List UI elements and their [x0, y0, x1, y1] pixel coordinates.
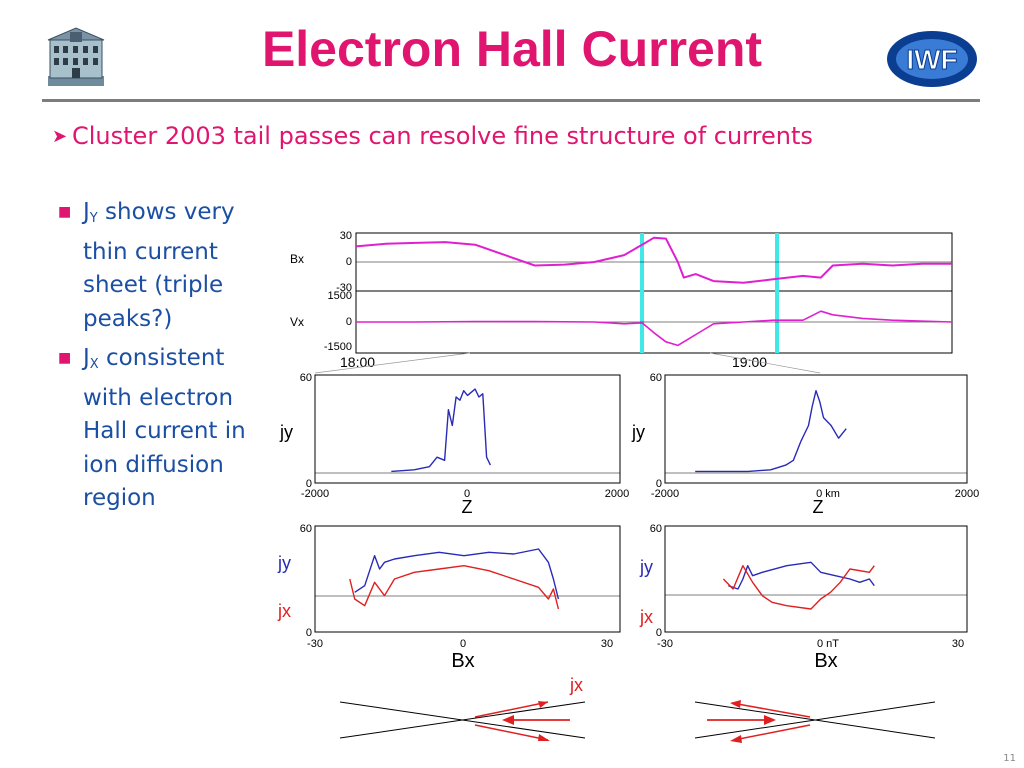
- bx-tick-label: -30: [336, 282, 352, 294]
- y-tick-label: 60: [300, 523, 312, 535]
- x-tick-label: 0: [464, 488, 470, 500]
- plot-frame: [314, 374, 621, 484]
- square-bullet-icon: ■: [58, 204, 72, 220]
- zoom-guide-line: [709, 352, 821, 374]
- time-tick-label: 19:00: [732, 354, 767, 370]
- highlight-band-2: [775, 233, 779, 353]
- y-tick-label: 60: [650, 372, 662, 384]
- x-tick-label: 0 nT: [817, 638, 839, 650]
- x-line-diagram-right: [694, 700, 936, 743]
- x-tick-label: -2000: [301, 488, 329, 500]
- vx-series-line: [356, 310, 953, 347]
- bullet-item-jx: ■ JX consistent with electron Hall curre…: [58, 342, 273, 516]
- x-axis-label: Bx: [451, 650, 474, 672]
- x-axis-label: Z: [813, 497, 824, 517]
- bullet-subscript: Y: [89, 211, 98, 226]
- jy-legend-label: jy: [639, 557, 653, 577]
- jy-series-line: [695, 389, 847, 473]
- y-tick-label: 60: [300, 372, 312, 384]
- j-vs-bx-left-panel: jy jx 60 0 -30 0 30 Bx: [277, 523, 621, 672]
- field-line: [339, 701, 586, 739]
- current-arrow: [474, 724, 549, 741]
- subtitle-text: Cluster 2003 tail passes can resolve fin…: [72, 122, 813, 150]
- y-tick-label: 60: [650, 523, 662, 535]
- jy-vs-z-right-panel: jy 60 0 -2000 0 km 2000 Z: [631, 372, 979, 517]
- field-line: [694, 701, 936, 739]
- page-number: 11: [1003, 753, 1016, 764]
- x-tick-label: 0 km: [816, 488, 840, 500]
- time-series-panel: Bx 30 0 -30 Vx 1500 0 -1500 18:00 19:00: [290, 230, 953, 374]
- jy-legend-label: jy: [277, 553, 291, 573]
- vx-tick-label: -1500: [324, 341, 352, 353]
- x-tick-label: -2000: [651, 488, 679, 500]
- bullet-text: consistent with electron Hall current in…: [83, 345, 246, 511]
- bullet-subscript: X: [89, 357, 99, 372]
- x-tick-label: -30: [307, 638, 323, 650]
- slide-title: Electron Hall Current: [261, 21, 763, 77]
- arrowhead-icon: [730, 735, 742, 743]
- plot-frame: [314, 525, 621, 633]
- time-tick-label: 18:00: [340, 354, 375, 370]
- x-tick-label: 2000: [955, 488, 979, 500]
- arrowhead-icon: [502, 715, 514, 725]
- current-arrow: [733, 724, 811, 741]
- jx-series-line: [722, 565, 875, 610]
- jx-diagram-label: jx: [569, 675, 583, 695]
- iwf-logo: IWF: [884, 28, 980, 90]
- current-arrow: [474, 701, 549, 718]
- plot-frame: [664, 374, 968, 484]
- y-tick-label: 0: [306, 478, 312, 490]
- jy-axis-label: jy: [631, 422, 645, 442]
- vx-tick-label: 1500: [328, 290, 352, 302]
- jy-axis-label: jy: [279, 422, 293, 442]
- figure: Bx 30 0 -30 Vx 1500 0 -1500 18:00 19:00 …: [277, 230, 979, 743]
- highlight-band-1: [640, 233, 644, 353]
- jy-series-line: [354, 548, 560, 600]
- jy-vs-z-left-panel: jy 60 0 -2000 0 2000 Z: [279, 372, 629, 517]
- jy-series-line: [728, 561, 875, 590]
- bullet-prefix: J: [83, 345, 90, 371]
- arrowhead-icon: [730, 700, 741, 708]
- x-axis-label: Z: [462, 497, 473, 517]
- jx-legend-label: jx: [277, 601, 291, 621]
- x-axis-label: Bx: [814, 650, 837, 672]
- square-bullet-icon: ■: [58, 350, 72, 366]
- arrow-bullet-icon: ➤: [52, 126, 68, 147]
- arrowhead-icon: [764, 715, 776, 725]
- arrowhead-icon: [538, 734, 550, 741]
- x-tick-label: 30: [601, 638, 613, 650]
- vx-tick-label: 0: [346, 316, 352, 328]
- jy-series-line: [391, 388, 492, 473]
- x-line-diagram-left: jx: [339, 675, 586, 741]
- bullet-item-jy: ■ JY shows very thin current sheet (trip…: [58, 196, 273, 336]
- vx-axis-label: Vx: [290, 315, 304, 329]
- current-arrow: [731, 702, 811, 718]
- x-tick-label: 30: [952, 638, 964, 650]
- y-tick-label: 0: [656, 627, 662, 639]
- bullet-list: ■ JY shows very thin current sheet (trip…: [58, 196, 273, 522]
- x-tick-label: 0: [460, 638, 466, 650]
- bx-tick-label: 30: [340, 230, 352, 242]
- building-logo: [46, 26, 106, 88]
- j-vs-bx-right-panel: jy jx 60 0 -30 0 nT 30 Bx: [639, 523, 968, 672]
- bx-tick-label: 0: [346, 256, 352, 268]
- bx-series-line: [355, 236, 952, 284]
- y-tick-label: 0: [306, 627, 312, 639]
- bx-axis-label: Bx: [290, 252, 304, 266]
- y-tick-label: 0: [656, 478, 662, 490]
- jx-series-line: [349, 565, 560, 610]
- x-tick-label: 2000: [605, 488, 629, 500]
- plot-frame: [664, 525, 968, 633]
- subtitle: ➤ Cluster 2003 tail passes can resolve fi…: [52, 122, 813, 150]
- zoom-guide-line: [314, 352, 471, 374]
- iwf-logo-text: IWF: [906, 44, 957, 75]
- jx-legend-label: jx: [639, 607, 653, 627]
- bullet-text: shows very thin current sheet (triple pe…: [83, 199, 235, 332]
- x-tick-label: -30: [657, 638, 673, 650]
- title-divider: [42, 99, 980, 102]
- bullet-prefix: J: [83, 199, 90, 225]
- arrowhead-icon: [538, 701, 548, 708]
